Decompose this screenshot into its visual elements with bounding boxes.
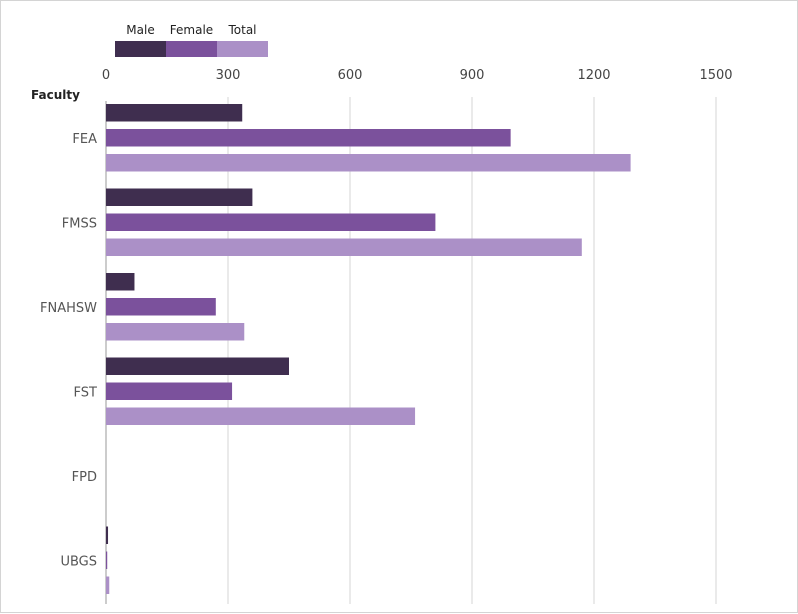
bars [106, 104, 631, 594]
legend-swatch [115, 41, 166, 57]
legend-label: Male [126, 23, 154, 37]
x-tick-label: 1500 [699, 68, 732, 83]
bar [106, 104, 243, 122]
category-label: FPD [72, 470, 97, 485]
category-label: UBGS [60, 554, 97, 569]
bar [106, 357, 289, 375]
bar [106, 407, 416, 425]
bar [106, 551, 108, 569]
bar [106, 576, 110, 594]
category-label: FNAHSW [40, 301, 97, 316]
bar [106, 298, 216, 316]
x-tick-label: 600 [338, 68, 363, 83]
category-label: FMSS [62, 216, 97, 231]
category-label: FST [74, 385, 98, 400]
bar [106, 273, 135, 291]
category-labels: FEA FMSS FNAHSW FST FPD UBGS [40, 132, 97, 570]
x-tick-label: 0 [102, 68, 110, 83]
bar [106, 154, 631, 172]
legend-label: Female [170, 23, 213, 37]
bar [106, 213, 436, 231]
bar [106, 238, 582, 256]
x-axis-ticks: 0 300 600 900 1200 1500 [102, 68, 733, 83]
bar [106, 129, 511, 147]
bar [106, 382, 233, 400]
legend-label: Total [227, 23, 256, 37]
legend-swatch [217, 41, 268, 57]
bar [106, 188, 253, 206]
category-label: FEA [72, 132, 97, 147]
legend-swatch [166, 41, 217, 57]
gridlines [227, 97, 717, 604]
x-tick-label: 900 [460, 68, 485, 83]
bar [106, 526, 109, 544]
x-tick-label: 300 [216, 68, 241, 83]
legend: Male Female Total [115, 23, 268, 57]
bar [106, 323, 245, 341]
x-tick-label: 1200 [577, 68, 610, 83]
y-axis-label: Faculty [31, 88, 80, 102]
